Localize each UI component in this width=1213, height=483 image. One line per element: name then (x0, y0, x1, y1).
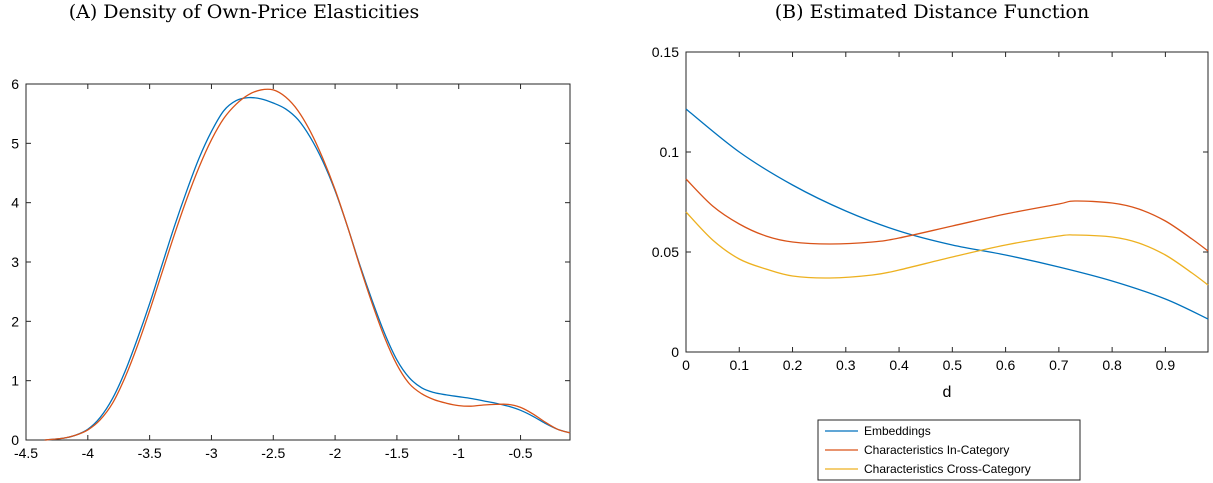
legend-box (817, 419, 1081, 481)
panel-a-xtick-label: -1.5 (385, 445, 409, 461)
panel-b-title: (B) Estimated Distance Function (775, 1, 1089, 23)
panel-b-ticks: 0 0.1 0.2 0.3 0.4 0.5 0.6 0.7 0.8 0.9 0 0.05 0.1 0.15 (652, 44, 1208, 373)
legend-label-cross-category: Characteristics Cross-Category (864, 462, 1031, 476)
panel-b-xtick-label: 0.6 (996, 357, 1016, 373)
panel-b-xtick-label: 0.4 (889, 357, 909, 373)
panel-b-xtick-label: 0.7 (1049, 357, 1069, 373)
panel-a-lines (44, 88, 571, 441)
panel-a-xtick-label: -1 (453, 445, 466, 461)
panel-a-xtick-label: -4.5 (14, 445, 38, 461)
panel-a-series-line-2 (44, 88, 571, 441)
panel-a-ytick-label: 3 (11, 254, 19, 270)
panel-a-ytick-label: 4 (11, 195, 19, 211)
panel-b-ytick-label: 0.05 (652, 244, 679, 260)
panel-b-xtick-label: 0.9 (1156, 357, 1176, 373)
panel-a-ticks: -4.5 -4 -3.5 -3 -2.5 -2 -1.5 -1 -0.5 0 1 2 3 4 5 6 (11, 76, 570, 461)
panel-a-xtick-label: -2 (329, 445, 342, 461)
panel-b-ytick-label: 0.15 (652, 44, 679, 60)
panel-a-ytick-label: 1 (11, 373, 19, 389)
panel-b-ytick-label: 0 (671, 344, 679, 360)
panel-b-xtick-label: 0.1 (730, 357, 750, 373)
panel-b-xtick-label: 0.3 (836, 357, 856, 373)
panel-a: (A) Density of Own-Price Elasticities -4… (11, 1, 571, 461)
panel-b-xtick-label: 0.8 (1102, 357, 1122, 373)
panel-b-ytick-label: 0.1 (660, 144, 680, 160)
panel-a-title: (A) Density of Own-Price Elasticities (69, 1, 420, 23)
legend-label-in-category: Characteristics In-Category (864, 443, 1009, 457)
panel-a-xtick-label: -2.5 (261, 445, 285, 461)
panel-a-ytick-label: 5 (11, 135, 19, 151)
panel-a-xtick-label: -3 (205, 445, 218, 461)
panel-b-xlabel: d (943, 384, 952, 401)
panel-b-lines (685, 108, 1209, 320)
panel-b-axes-box (685, 51, 1209, 353)
panel-a-ytick-label: 0 (11, 432, 19, 448)
panel-b-xtick-label: 0 (682, 357, 690, 373)
legend-label-embeddings: Embeddings (864, 424, 931, 438)
panel-a-xtick-label: -4 (82, 445, 95, 461)
legend: Embeddings Characteristics In-Category C… (817, 419, 1081, 481)
panel-b-series-line-3 (685, 211, 1209, 286)
panel-b-xtick-label: 0.5 (943, 357, 963, 373)
panel-a-xtick-label: -3.5 (138, 445, 162, 461)
panel-a-xtick-label: -0.5 (508, 445, 532, 461)
panel-a-ytick-label: 6 (11, 76, 19, 92)
panel-a-series-line-1 (44, 96, 571, 441)
panel-a-axes-box (25, 83, 571, 441)
panel-b-series-line-2 (685, 178, 1209, 252)
panel-b: (B) Estimated Distance Function 0 0.1 0.2 0… (652, 1, 1209, 481)
panel-b-xtick-label: 0.2 (783, 357, 803, 373)
panel-b-series-line-1 (685, 108, 1209, 320)
panel-a-ytick-label: 2 (11, 313, 19, 329)
